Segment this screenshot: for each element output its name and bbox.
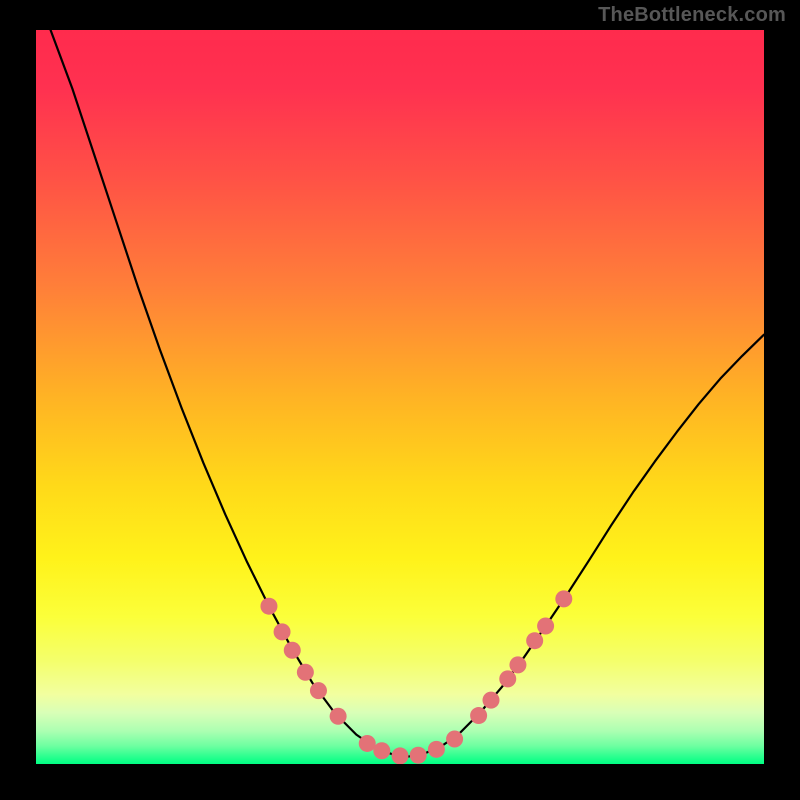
data-marker bbox=[446, 731, 463, 748]
data-marker bbox=[260, 598, 277, 615]
data-marker bbox=[410, 747, 427, 764]
data-marker bbox=[555, 590, 572, 607]
chart-frame: TheBottleneck.com bbox=[0, 0, 800, 800]
data-marker bbox=[330, 708, 347, 725]
data-marker bbox=[359, 735, 376, 752]
data-marker bbox=[392, 747, 409, 764]
watermark-text: TheBottleneck.com bbox=[598, 4, 786, 27]
plot-area bbox=[36, 30, 764, 764]
data-marker bbox=[483, 692, 500, 709]
data-marker bbox=[310, 682, 327, 699]
data-marker bbox=[470, 707, 487, 724]
data-marker bbox=[537, 618, 554, 635]
data-marker bbox=[284, 642, 301, 659]
data-marker bbox=[274, 623, 291, 640]
data-marker bbox=[373, 742, 390, 759]
data-marker bbox=[526, 632, 543, 649]
data-marker bbox=[297, 664, 314, 681]
data-marker bbox=[428, 741, 445, 758]
plot-svg bbox=[36, 30, 764, 764]
gradient-background bbox=[36, 30, 764, 764]
data-marker bbox=[499, 670, 516, 687]
data-marker bbox=[509, 656, 526, 673]
